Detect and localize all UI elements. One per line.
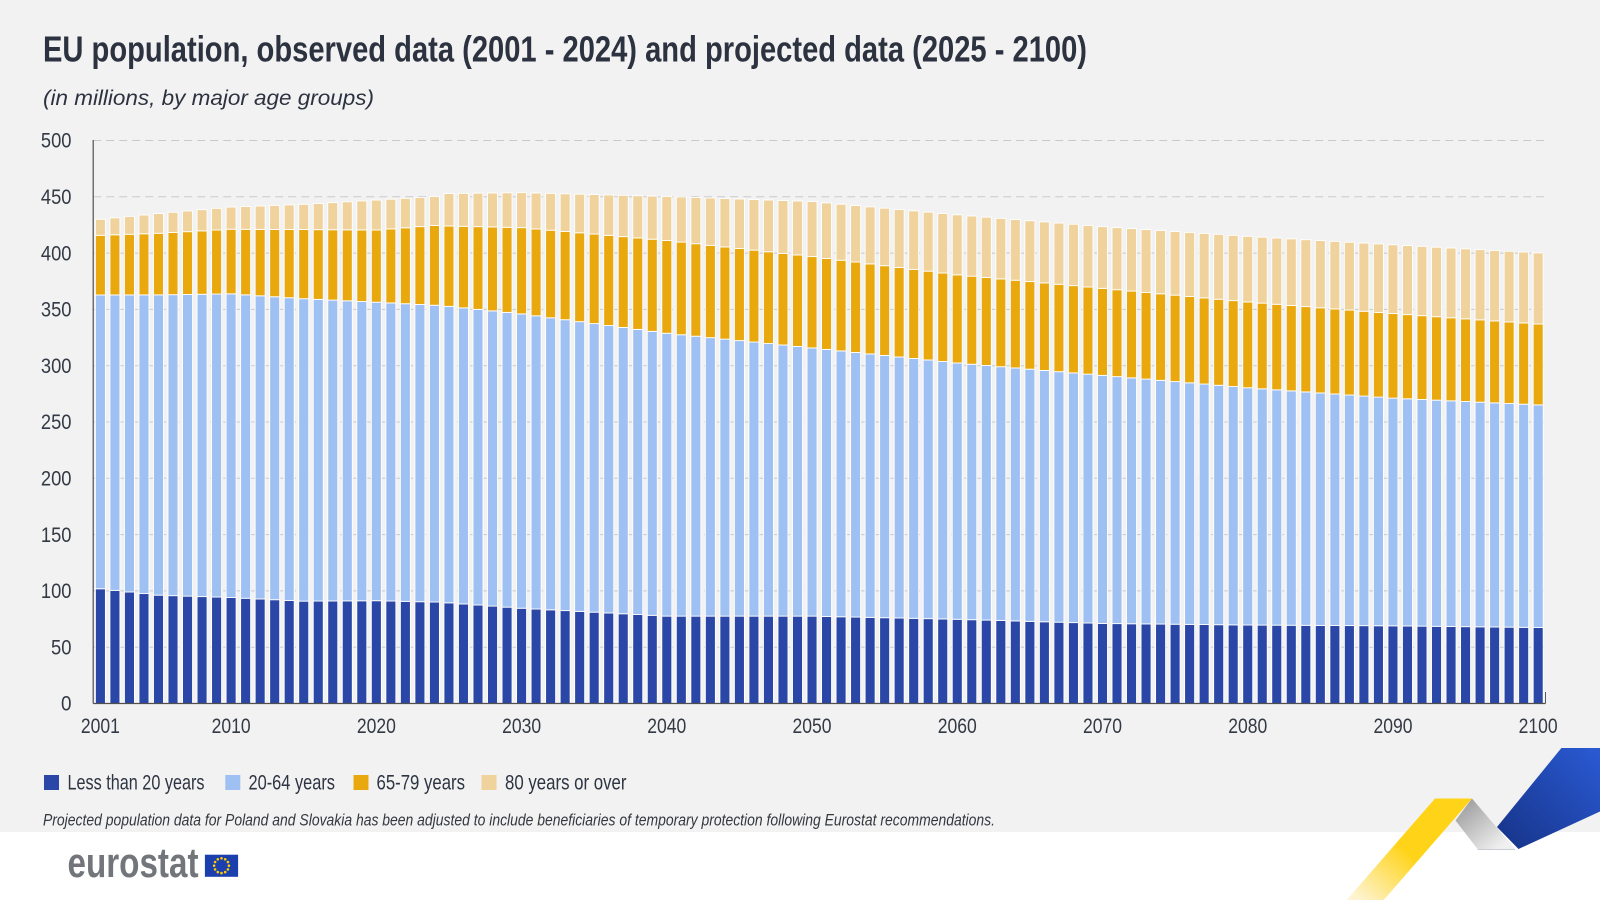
- svg-text:2030: 2030: [502, 715, 541, 738]
- svg-text:500: 500: [41, 130, 72, 153]
- svg-text:2001: 2001: [81, 715, 120, 738]
- svg-text:(in millions, by major age gro: (in millions, by major age groups): [43, 87, 374, 110]
- svg-text:2060: 2060: [938, 715, 977, 738]
- svg-text:0: 0: [61, 693, 72, 716]
- svg-text:150: 150: [41, 524, 72, 547]
- svg-text:2010: 2010: [212, 715, 251, 738]
- svg-text:EU population, observed data (: EU population, observed data (2001 - 202…: [43, 29, 1087, 70]
- svg-text:50: 50: [51, 636, 72, 659]
- svg-text:80 years or over: 80 years or over: [505, 772, 627, 795]
- svg-text:350: 350: [41, 299, 72, 322]
- svg-text:450: 450: [41, 186, 72, 209]
- svg-text:100: 100: [41, 580, 72, 603]
- svg-text:Less than 20 years: Less than 20 years: [68, 772, 205, 795]
- svg-text:2090: 2090: [1373, 715, 1412, 738]
- svg-text:2020: 2020: [357, 715, 396, 738]
- svg-text:20-64 years: 20-64 years: [249, 772, 336, 795]
- svg-text:2050: 2050: [793, 715, 832, 738]
- svg-text:300: 300: [41, 355, 72, 378]
- svg-text:200: 200: [41, 468, 72, 491]
- svg-text:250: 250: [41, 411, 72, 434]
- svg-text:2100: 2100: [1519, 715, 1558, 738]
- svg-text:400: 400: [41, 242, 72, 265]
- svg-text:65-79 years: 65-79 years: [377, 772, 466, 795]
- svg-text:Projected population data for: Projected population data for Poland and…: [43, 811, 995, 830]
- svg-text:2080: 2080: [1228, 715, 1267, 738]
- svg-text:2070: 2070: [1083, 715, 1122, 738]
- svg-text:eurostat: eurostat: [68, 839, 199, 886]
- svg-text:2040: 2040: [647, 715, 686, 738]
